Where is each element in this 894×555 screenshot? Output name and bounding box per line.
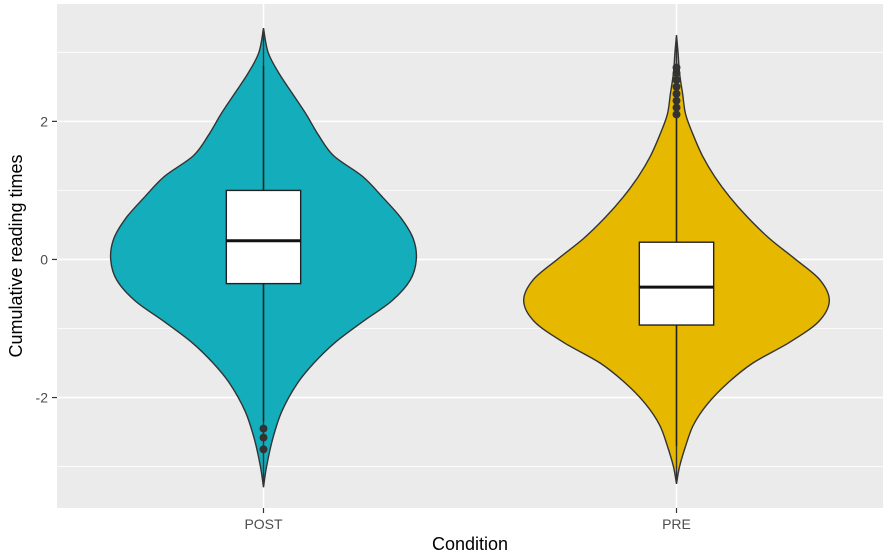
- x-tick-label-pre: PRE: [662, 516, 691, 532]
- y-axis-title: Cumulative reading times: [6, 154, 26, 357]
- y-tick-label: 2: [40, 113, 48, 129]
- violin-group-pre: [522, 35, 831, 484]
- violins-layer: [109, 28, 831, 488]
- y-tick-label: -2: [36, 390, 49, 406]
- y-axis: -2 0 2: [36, 113, 57, 406]
- outlier-point: [672, 96, 681, 105]
- outlier-point: [259, 433, 268, 442]
- outlier-point: [259, 424, 268, 433]
- box-pre: [638, 241, 715, 326]
- x-axis: POST PRE: [244, 508, 691, 532]
- outlier-point: [672, 63, 681, 72]
- outlier-point: [259, 445, 268, 454]
- outlier-point: [672, 69, 681, 78]
- outlier-point: [672, 103, 681, 112]
- box-post: [225, 189, 302, 285]
- x-tick-label-post: POST: [244, 516, 283, 532]
- outlier-point: [672, 82, 681, 91]
- violin-group-post: [109, 28, 418, 488]
- outlier-point: [672, 89, 681, 98]
- y-tick-label: 0: [40, 251, 48, 267]
- outlier-point: [672, 75, 681, 84]
- x-axis-title: Condition: [432, 534, 508, 554]
- outlier-point: [672, 110, 681, 119]
